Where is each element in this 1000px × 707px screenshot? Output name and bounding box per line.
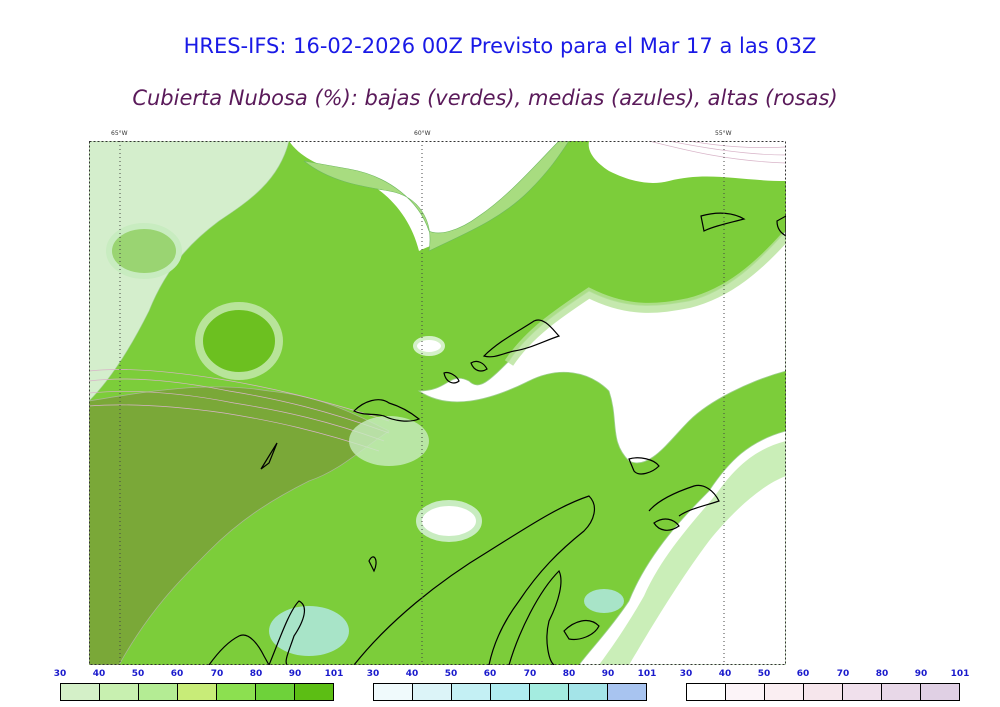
pale-band-se	[599, 441, 786, 665]
map-frame	[89, 141, 786, 665]
page-subtitle: Cubierta Nubosa (%): bajas (verdes), med…	[132, 86, 838, 110]
low-cloud-patch	[195, 302, 283, 380]
green-band-north	[303, 141, 570, 252]
legend-swatch	[413, 684, 452, 700]
lon-label-55w: 55°W	[715, 130, 732, 137]
legend-tick: 60	[170, 669, 184, 679]
legend-swatch	[100, 684, 139, 700]
legend-swatch	[178, 684, 217, 700]
coastlines	[208, 212, 786, 665]
legend-swatch	[530, 684, 569, 700]
high-cloud-contours	[89, 369, 390, 452]
low-cloud-patch	[106, 223, 182, 279]
legend-swatch	[804, 684, 843, 700]
legend-swatch	[765, 684, 804, 700]
legend-swatch	[452, 684, 491, 700]
legend-tick: 101	[637, 669, 657, 679]
legend-tick: 30	[679, 669, 693, 679]
legend-swatch	[256, 684, 295, 700]
high-cloud-contours-ne	[648, 141, 786, 164]
legend-swatch	[61, 684, 100, 700]
legend-swatch	[843, 684, 882, 700]
page-title: HRES-IFS: 16-02-2026 00Z Previsto para e…	[183, 34, 817, 58]
legend-tick: 40	[718, 669, 732, 679]
legend-tick: 40	[92, 669, 106, 679]
white-region-ne	[588, 141, 786, 183]
legend-swatch	[295, 684, 333, 700]
legend-tick: 30	[53, 669, 67, 679]
legend-swatch	[569, 684, 608, 700]
olive-overlap-region	[89, 386, 390, 665]
legend-tick: 50	[757, 669, 771, 679]
legend-tick: 50	[131, 669, 145, 679]
legend-tick: 70	[210, 669, 224, 679]
low-cloud-patch	[349, 416, 429, 466]
legend-tick: 40	[405, 669, 419, 679]
legend-tick: 101	[950, 669, 970, 679]
legend-tick: 70	[523, 669, 537, 679]
pale-region-north	[289, 141, 559, 251]
legend-color-bar	[686, 683, 960, 701]
legend-tick: 80	[875, 669, 889, 679]
legend-tick: 80	[249, 669, 263, 679]
legend-color-bar	[60, 683, 334, 701]
legend-swatch	[608, 684, 646, 700]
legend-swatch	[491, 684, 530, 700]
legend-swatch	[217, 684, 256, 700]
mid-cloud-patch	[269, 606, 349, 656]
lon-label-65w: 65°W	[111, 130, 128, 137]
clear-patch	[416, 500, 482, 542]
cloud-cover-map	[89, 141, 786, 665]
legend-tick: 101	[324, 669, 344, 679]
legend-tick: 30	[366, 669, 380, 679]
mid-cloud-patch	[584, 589, 624, 613]
legend-tick: 90	[288, 669, 302, 679]
legend-swatch	[139, 684, 178, 700]
legend-swatch	[374, 684, 413, 700]
legend-swatch	[921, 684, 959, 700]
clear-patch	[413, 336, 445, 356]
legend-swatch	[687, 684, 726, 700]
legend-tick: 50	[444, 669, 458, 679]
legend-tick: 80	[562, 669, 576, 679]
meridian-lines	[119, 141, 725, 665]
legend-tick: 90	[601, 669, 615, 679]
legend-swatch	[726, 684, 765, 700]
legend-tick: 70	[836, 669, 850, 679]
legend-tick: 60	[796, 669, 810, 679]
legend-color-bar	[373, 683, 647, 701]
legend-tick: 90	[914, 669, 928, 679]
pale-region-nw	[89, 141, 290, 402]
lon-label-60w: 60°W	[414, 130, 431, 137]
legend-tick: 60	[483, 669, 497, 679]
legend-swatch	[882, 684, 921, 700]
